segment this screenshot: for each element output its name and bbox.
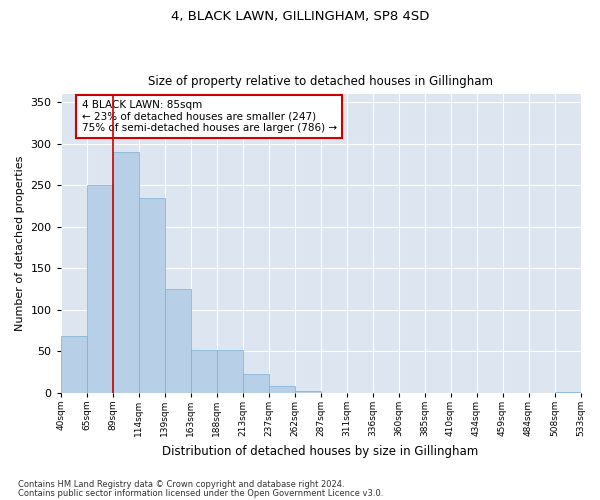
Bar bbox=[86, 185, 113, 393]
Bar bbox=[191, 350, 217, 393]
Bar bbox=[554, 392, 581, 393]
Text: 4 BLACK LAWN: 85sqm
← 23% of detached houses are smaller (247)
75% of semi-detac: 4 BLACK LAWN: 85sqm ← 23% of detached ho… bbox=[82, 100, 337, 133]
Bar bbox=[113, 152, 139, 393]
Bar bbox=[164, 289, 191, 393]
Bar bbox=[139, 198, 164, 393]
Text: Contains HM Land Registry data © Crown copyright and database right 2024.: Contains HM Land Registry data © Crown c… bbox=[18, 480, 344, 489]
X-axis label: Distribution of detached houses by size in Gillingham: Distribution of detached houses by size … bbox=[163, 444, 479, 458]
Bar bbox=[295, 391, 320, 393]
Title: Size of property relative to detached houses in Gillingham: Size of property relative to detached ho… bbox=[148, 76, 493, 88]
Text: 4, BLACK LAWN, GILLINGHAM, SP8 4SD: 4, BLACK LAWN, GILLINGHAM, SP8 4SD bbox=[171, 10, 429, 23]
Bar bbox=[61, 336, 86, 393]
Y-axis label: Number of detached properties: Number of detached properties bbox=[15, 156, 25, 331]
Text: Contains public sector information licensed under the Open Government Licence v3: Contains public sector information licen… bbox=[18, 489, 383, 498]
Bar bbox=[269, 386, 295, 393]
Bar bbox=[242, 374, 269, 393]
Bar bbox=[217, 350, 242, 393]
